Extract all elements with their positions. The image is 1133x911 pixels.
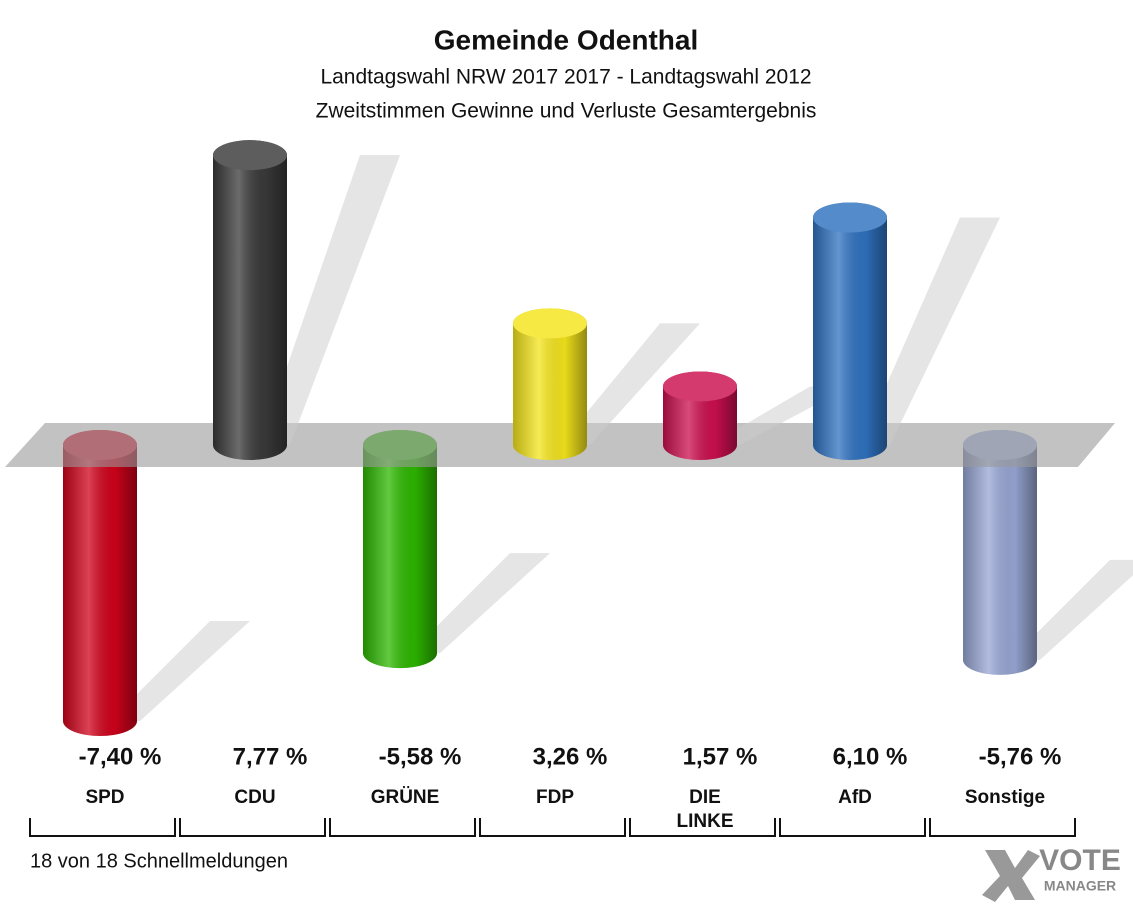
bar-cap (813, 202, 887, 233)
bar-cap (513, 308, 587, 339)
logo-text: VOTE (1039, 844, 1121, 877)
category-bracket (629, 818, 776, 837)
category-bracket (179, 818, 326, 837)
bar-cap-light (663, 371, 737, 402)
footnote: 18 von 18 Schnellmeldungen (30, 850, 288, 872)
value-label: -5,58 % (379, 743, 462, 770)
category-bracket (929, 818, 1076, 837)
bar-cap-light (813, 202, 887, 233)
value-label: 1,57 % (683, 743, 758, 770)
bar-shading (213, 140, 287, 460)
bar-shading (963, 430, 1037, 675)
bar-shading (63, 430, 137, 737)
value-label: 3,26 % (533, 743, 608, 770)
bar-shadow (410, 553, 550, 654)
category-bracket (479, 818, 626, 837)
bar-shading (363, 430, 437, 669)
value-label: 7,77 % (233, 743, 308, 770)
category-label: GRÜNE (370, 787, 440, 808)
chart-subtitle: Landtagswahl NRW 2017 2017 - Landtagswah… (320, 66, 811, 89)
category-label: DIE LINKE (676, 787, 734, 832)
category-label: AfD (838, 787, 872, 808)
value-label: -5,76 % (979, 743, 1062, 770)
bar-shading (813, 202, 887, 460)
logo-mark (982, 850, 1040, 902)
category-bracket (29, 818, 176, 837)
logo-text: MANAGER (1044, 878, 1116, 894)
category-label: Sonstige (964, 787, 1046, 808)
bar-cap-light (513, 308, 587, 339)
bar-shadow (260, 155, 400, 445)
category-label: CDU (234, 787, 276, 808)
value-label: 6,10 % (833, 743, 908, 770)
category-label: FDP (536, 787, 574, 808)
bar-shading (513, 308, 587, 460)
value-label: -7,40 % (79, 743, 162, 770)
chart-subtitle: Zweitstimmen Gewinne und Verluste Gesamt… (316, 100, 817, 123)
category-bracket (329, 818, 476, 837)
bar-shadow (560, 323, 700, 445)
category-label: SPD (85, 787, 125, 808)
bar-cap (213, 140, 287, 171)
category-bracket (779, 818, 926, 837)
bar-cap-light (213, 140, 287, 171)
bar-shadow (110, 621, 250, 722)
bar-shadow (860, 217, 1000, 445)
chart-title: Gemeinde Odenthal (434, 24, 699, 55)
bar-shadow (1010, 559, 1133, 660)
bar-cap (663, 371, 737, 402)
